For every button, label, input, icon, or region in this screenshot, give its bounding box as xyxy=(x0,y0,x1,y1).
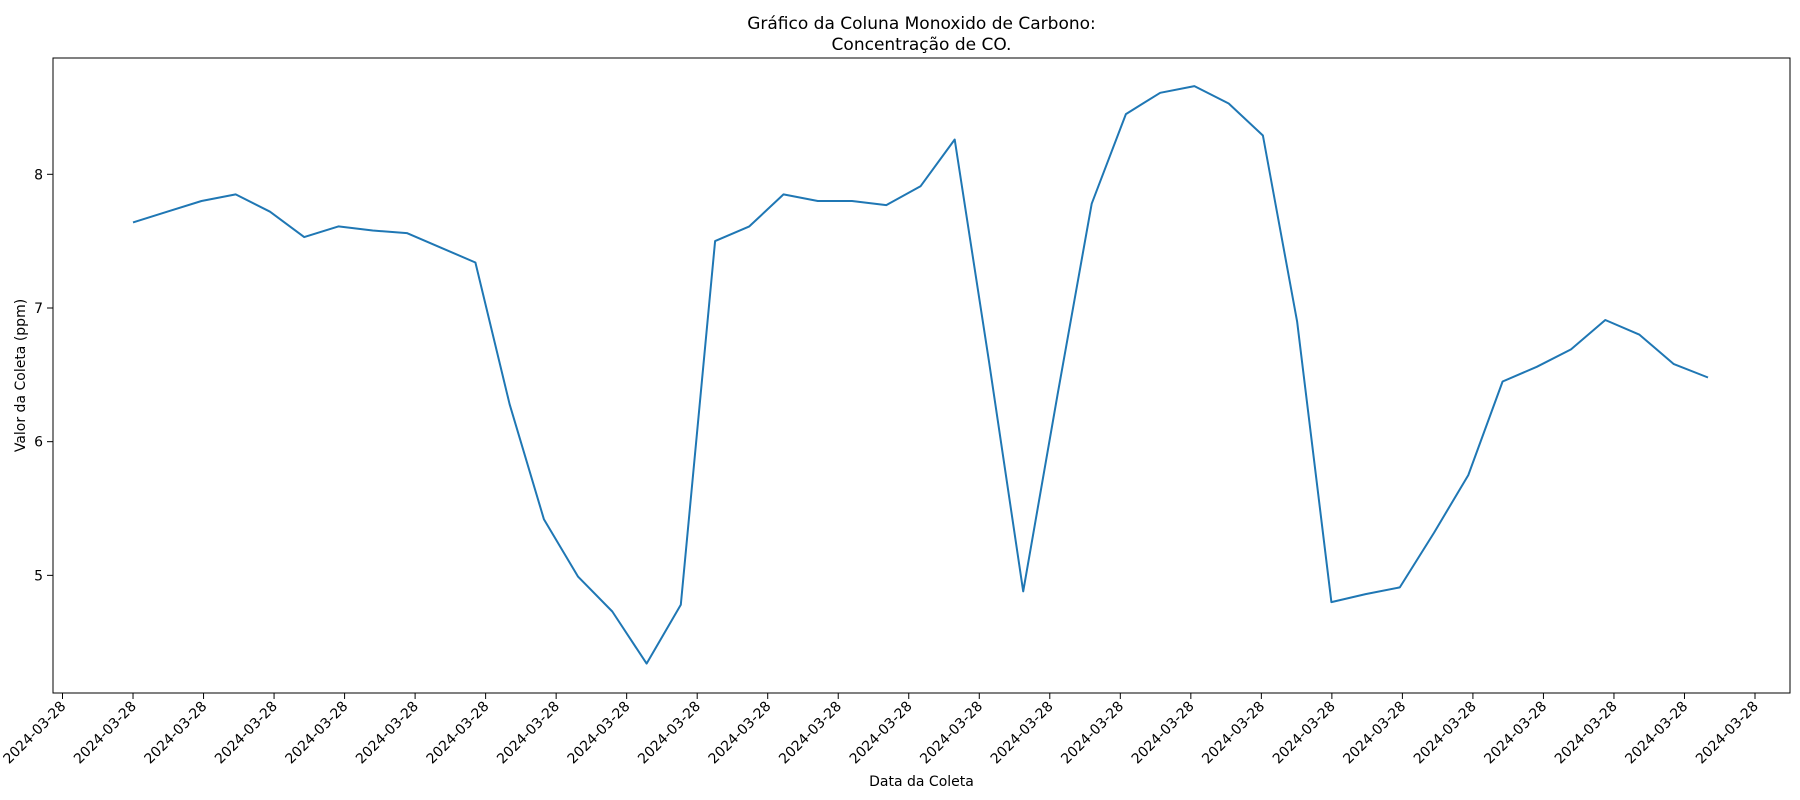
x-tick-label: 2024-03-28 xyxy=(1622,699,1691,768)
x-tick-label: 2024-03-28 xyxy=(1199,699,1268,768)
x-tick-label: 2024-03-28 xyxy=(1340,699,1409,768)
x-tick-label: 2024-03-28 xyxy=(706,699,775,768)
chart-title: Gráfico da Coluna Monoxido de Carbono:Co… xyxy=(747,14,1096,55)
chart-title-line: Gráfico da Coluna Monoxido de Carbono: xyxy=(747,14,1096,34)
x-tick-label: 2024-03-28 xyxy=(1481,699,1550,768)
x-tick-label: 2024-03-28 xyxy=(71,699,140,768)
plot-area xyxy=(52,57,1791,694)
x-axis-ticks: 2024-03-28 2024-03-28 2024-03-28 2024-03-28… xyxy=(0,693,1762,768)
x-tick-label: 2024-03-28 xyxy=(353,699,422,768)
x-tick-label: 2024-03-28 xyxy=(1058,699,1127,768)
x-tick-label: 2024-03-28 xyxy=(1693,699,1762,768)
x-tick-label: 2024-03-28 xyxy=(847,699,916,768)
y-tick-label: 5 xyxy=(34,568,43,584)
x-tick-label: 2024-03-28 xyxy=(565,699,634,768)
y-tick-label: 8 xyxy=(34,167,43,183)
x-tick-label: 2024-03-28 xyxy=(0,699,69,768)
x-tick-label: 2024-03-28 xyxy=(988,699,1057,768)
chart-title-line: Concentração de CO. xyxy=(832,35,1012,55)
x-tick-label: 2024-03-28 xyxy=(1270,699,1339,768)
x-tick-label: 2024-03-28 xyxy=(917,699,986,768)
x-tick-label: 2024-03-28 xyxy=(776,699,845,768)
x-tick-label: 2024-03-28 xyxy=(1129,699,1198,768)
y-tick-label: 6 xyxy=(34,435,43,451)
x-tick-label: 2024-03-28 xyxy=(635,699,704,768)
x-tick-label: 2024-03-28 xyxy=(424,699,493,768)
x-axis-label: Data da Coleta xyxy=(869,774,974,790)
y-axis-ticks: 5 6 7 8 xyxy=(34,167,53,584)
x-tick-label: 2024-03-28 xyxy=(283,699,352,768)
y-axis-label: Valor da Coleta (ppm) xyxy=(13,299,29,452)
x-tick-label: 2024-03-28 xyxy=(1411,699,1480,768)
series-line xyxy=(132,85,1709,665)
x-tick-label: 2024-03-28 xyxy=(1552,699,1621,768)
y-tick-label: 7 xyxy=(34,301,43,317)
x-tick-label: 2024-03-28 xyxy=(494,699,563,768)
x-tick-label: 2024-03-28 xyxy=(212,699,281,768)
x-tick-label: 2024-03-28 xyxy=(142,699,211,768)
series-group xyxy=(132,85,1709,665)
